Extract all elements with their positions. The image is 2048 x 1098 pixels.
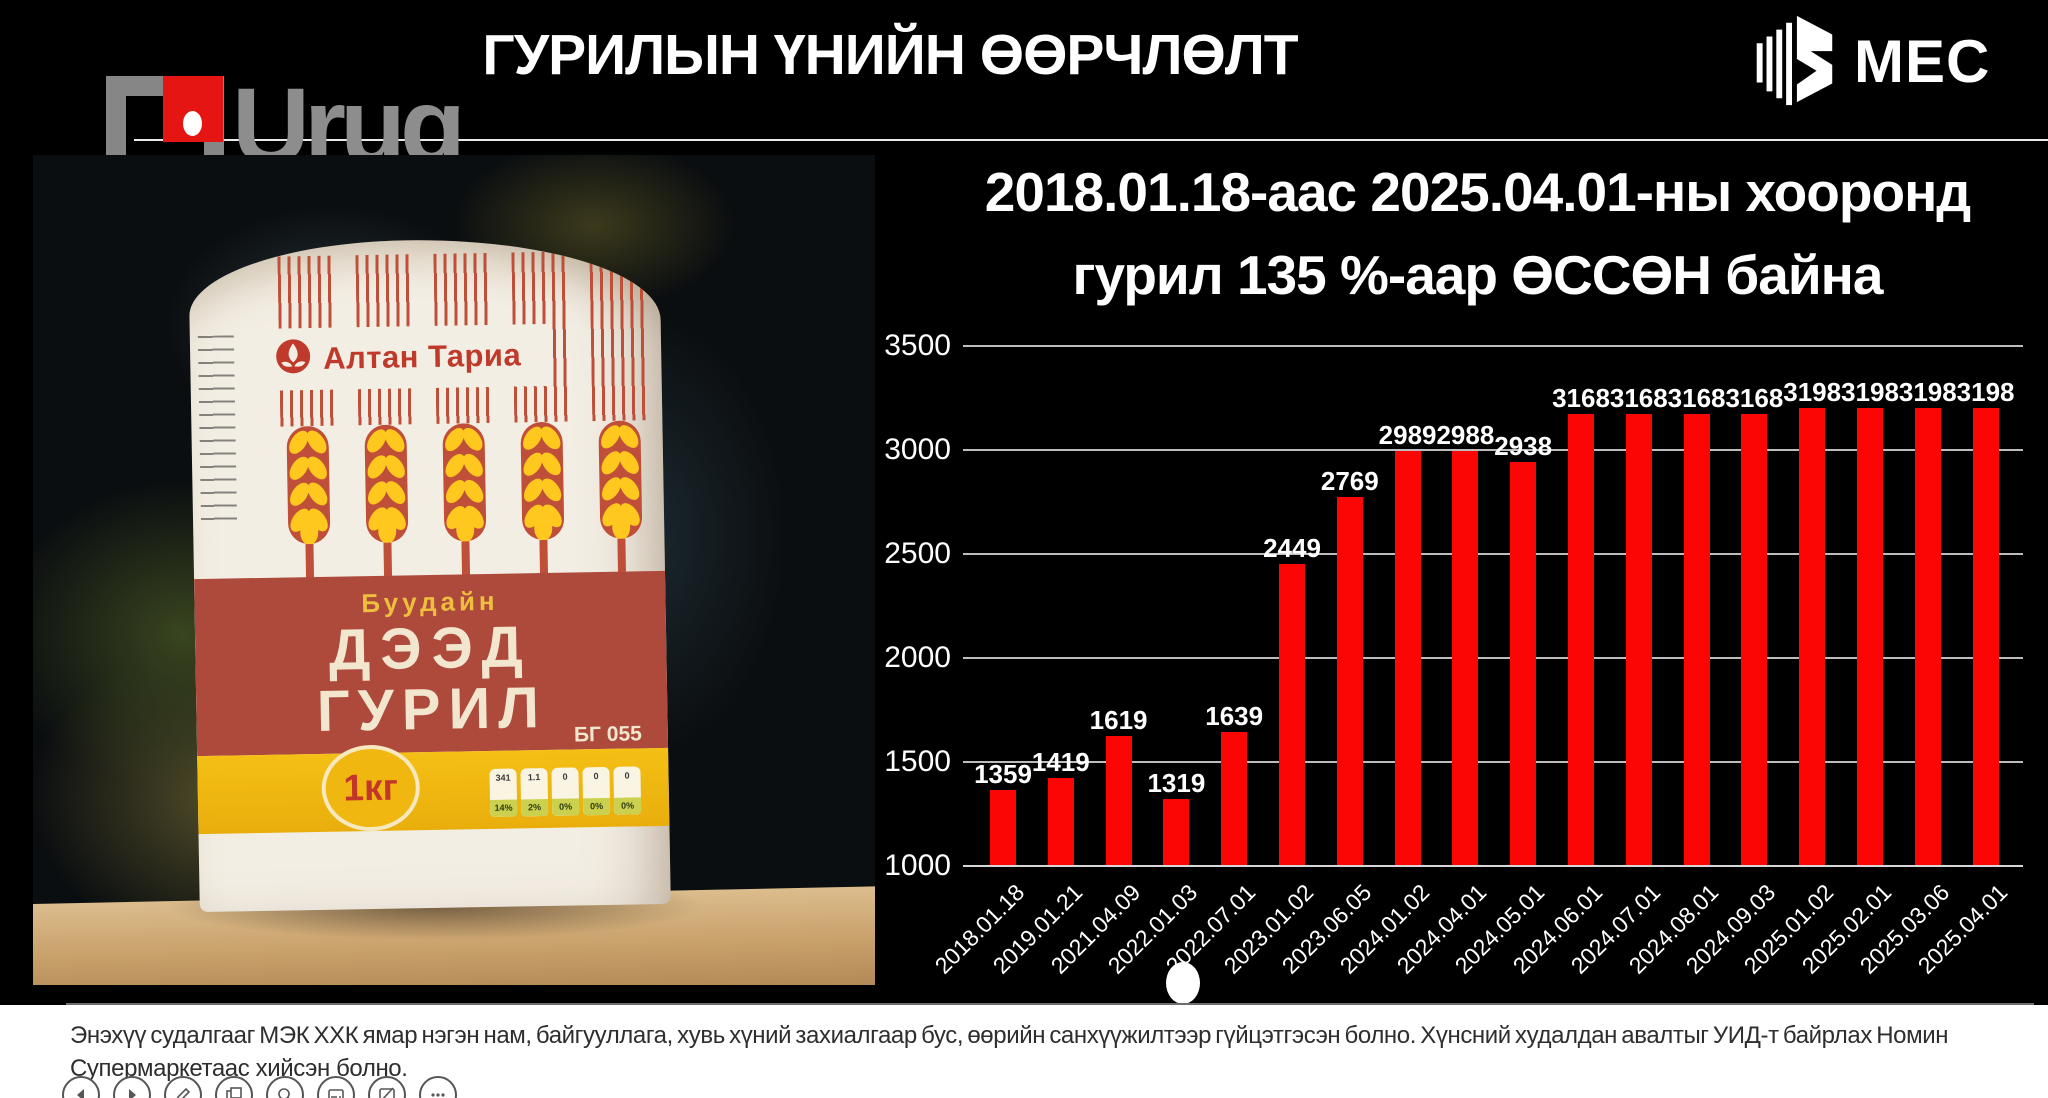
footer-divider-line <box>66 1003 2034 1005</box>
wheat-ear-icon <box>511 422 574 595</box>
bar <box>1568 414 1594 865</box>
mec-logo-text: MEC <box>1854 28 1991 95</box>
bar-value-label: 1639 <box>1205 701 1264 732</box>
pen-tool-button[interactable] <box>164 1076 202 1098</box>
y-gridline <box>963 345 2023 347</box>
bar <box>1510 461 1537 865</box>
bar-value-label: 3168 <box>1609 383 1668 414</box>
mec-logo: MEC <box>1742 8 1990 115</box>
header-divider-line <box>134 139 2048 141</box>
bar <box>1047 777 1074 865</box>
y-gridline <box>963 553 2023 555</box>
bar-value-label: 3168 <box>1667 383 1726 414</box>
pointer-dot <box>1166 962 1200 1004</box>
nutrition-cell: 0 0% <box>551 767 580 816</box>
bar <box>1857 407 1883 865</box>
nutrition-cell: 1.1 2% <box>520 767 549 817</box>
bar-value-label: 3198 <box>1898 376 1957 407</box>
footer: Энэхүү судалгааг МЭК ХХК ямар нэгэн нам,… <box>0 1005 2048 1098</box>
y-gridline <box>963 449 2023 451</box>
bar <box>1683 414 1710 865</box>
brand-name: Алтан Тариа <box>322 336 522 376</box>
bar-value-label: 2988 <box>1436 420 1495 451</box>
bar-value-label: 1419 <box>1031 746 1090 777</box>
wheat-ear-icon <box>433 423 496 596</box>
bar-value-label: 2938 <box>1494 430 1553 461</box>
subtitles-button[interactable] <box>317 1076 355 1098</box>
bar <box>1163 798 1190 865</box>
chart-title-line2: гурил 135 %-аар ӨССӨН байна <box>1072 244 1884 306</box>
bar <box>1336 497 1363 865</box>
nutrition-cell: 0 0% <box>582 766 611 816</box>
y-gridline <box>963 761 2023 763</box>
mec-logo-icon <box>1742 8 1844 115</box>
page-title: ГУРИЛЫН ҮНИЙН ӨӨРЧЛӨЛТ <box>482 23 1298 87</box>
bar-value-label: 3198 <box>1783 376 1842 407</box>
y-axis-tick-label: 2000 <box>884 641 951 674</box>
presenter-toolbar <box>62 1076 457 1098</box>
bag-stripes <box>589 250 647 422</box>
disclaimer-line1: Энэхүү судалгааг МЭК ХХК ямар нэгэн нам,… <box>70 1022 1949 1049</box>
bar <box>1452 451 1479 865</box>
brand-emblem-icon <box>273 336 314 382</box>
bar <box>1741 414 1768 865</box>
bar-value-label: 1319 <box>1147 767 1206 798</box>
bar <box>1972 407 1999 865</box>
bar-value-label: 2449 <box>1263 532 1321 563</box>
bar-value-label: 2989 <box>1378 420 1437 451</box>
bar-value-label: 3198 <box>1956 376 2015 407</box>
bar <box>1625 414 1652 865</box>
bar <box>990 790 1016 865</box>
bag-side-fine-print <box>197 335 238 526</box>
y-axis-tick-label: 2500 <box>884 537 951 570</box>
flour-bag: Алтан Тариа Буудайн ДЭЭД ГУРИЛ БГ 055 1к… <box>188 235 671 913</box>
bar-value-label: 2769 <box>1320 466 1379 497</box>
black-screen-button[interactable] <box>368 1076 406 1098</box>
bar-chart-plot: 1000 1500 2000 2500 3000 3500 1359 2018.01.18 14… <box>884 329 2023 979</box>
wheat-ear-icon <box>277 426 340 599</box>
nutrition-cell: 0 0% <box>613 766 642 815</box>
bar-value-label: 1359 <box>974 759 1032 790</box>
slide-sorter-button[interactable] <box>215 1076 253 1098</box>
y-gridline <box>963 657 2023 659</box>
nutrition-cell: 341 14% <box>489 768 518 817</box>
bar <box>1799 407 1826 865</box>
package-name-line1: ДЭЭД <box>328 614 534 683</box>
bar <box>1221 732 1248 865</box>
bar <box>1914 407 1941 865</box>
y-axis-tick-label: 1500 <box>884 745 951 778</box>
chart-title-line1: 2018.01.18-аас 2025.04.01-ны хооронд <box>984 161 1971 223</box>
bar <box>1394 451 1421 865</box>
bar <box>1105 736 1132 865</box>
y-axis-tick-label: 3500 <box>884 329 951 362</box>
more-options-button[interactable] <box>419 1076 457 1098</box>
nutrition-table: 341 14% 1.1 2% 0 0% 0 0% 0 0% <box>489 766 642 817</box>
y-axis-tick-label: 3000 <box>884 433 951 466</box>
bar-value-label: 3168 <box>1725 383 1784 414</box>
bar-value-label: 3168 <box>1552 383 1610 414</box>
bar-value-label: 1619 <box>1089 705 1148 736</box>
previous-slide-button[interactable] <box>62 1076 100 1098</box>
wheat-ear-icon <box>589 420 652 593</box>
bar <box>1279 563 1305 865</box>
next-slide-button[interactable] <box>113 1076 151 1098</box>
package-code: БГ 055 <box>573 722 643 747</box>
zoom-button[interactable] <box>266 1076 304 1098</box>
bar-value-label: 3198 <box>1841 376 1899 407</box>
flour-photo: Алтан Тариа Буудайн ДЭЭД ГУРИЛ БГ 055 1к… <box>33 155 875 985</box>
wheat-ear-icon <box>355 424 418 597</box>
brand-row: Алтан Тариа <box>242 332 553 382</box>
y-gridline <box>963 865 2023 867</box>
y-axis-tick-label: 1000 <box>884 849 951 882</box>
